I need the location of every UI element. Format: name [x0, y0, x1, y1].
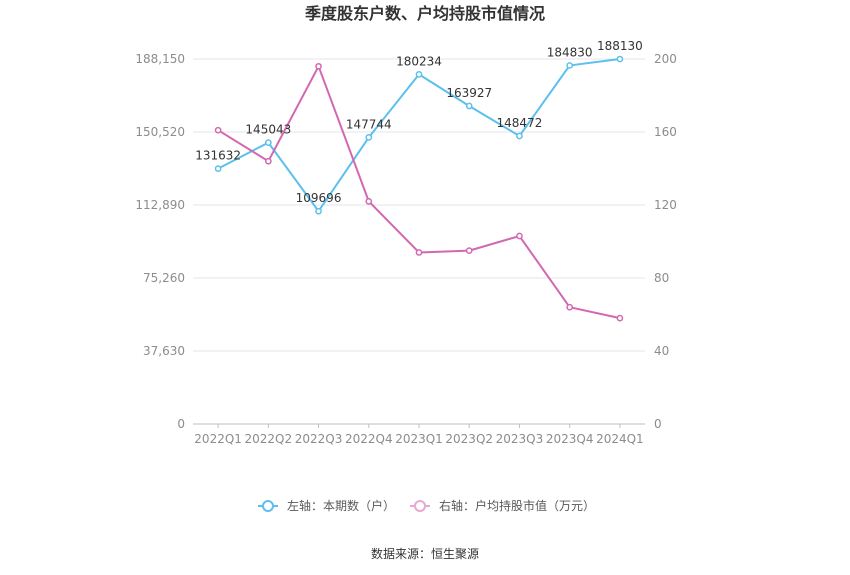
- left-axis-tick-label: 188,150: [135, 52, 185, 66]
- series-2-point: [516, 232, 523, 240]
- x-axis-tick-label: 2023Q4: [546, 432, 594, 446]
- data-label: 148472: [497, 116, 543, 130]
- legend-marker-icon: [262, 500, 274, 512]
- series-1-point: [214, 165, 222, 172]
- series-line-2: [217, 65, 621, 320]
- x-axis-tick-label: 2023Q3: [496, 432, 544, 446]
- chart-title: 季度股东户数、户均持股市值情况: [304, 4, 545, 23]
- series-1-point: [566, 62, 574, 69]
- right-axis-tick-label: 160: [654, 125, 677, 139]
- right-axis-tick-label: 200: [654, 52, 677, 66]
- right-axis-tick-label: 120: [654, 198, 677, 212]
- series-2-point: [465, 247, 473, 254]
- legend-marker-icon: [414, 500, 426, 512]
- data-label: 163927: [446, 86, 492, 100]
- grid-lines: [193, 58, 645, 425]
- data-label: 180234: [396, 54, 442, 68]
- data-label: 147744: [346, 117, 392, 131]
- legend-label: 左轴：本期数（户）: [287, 498, 395, 513]
- series-layer: [214, 55, 624, 322]
- x-axis-tick-label: 2022Q4: [345, 432, 393, 446]
- series-2-point: [214, 126, 222, 134]
- right-axis-ticks: 0 40 80 120 160 200: [654, 52, 677, 431]
- series-1-point: [365, 134, 373, 141]
- right-axis-tick-label: 80: [654, 271, 669, 285]
- x-axis-ticks: 2022Q1 2022Q2 2022Q3 2022Q4 2023Q1 2023Q2 2023…: [194, 424, 644, 446]
- series-1-point: [516, 132, 523, 140]
- x-axis-tick-label: 2024Q1: [596, 432, 644, 446]
- legend-item-2[interactable]: 右轴：户均持股市值（万元）: [410, 498, 595, 513]
- series-1-point: [415, 71, 423, 78]
- left-axis-tick-label: 150,520: [135, 125, 185, 139]
- series-1-point: [315, 207, 322, 215]
- source-note: 数据来源：恒生聚源: [371, 546, 479, 561]
- series-1-point: [264, 139, 272, 146]
- left-axis-tick-label: 37,630: [143, 344, 185, 358]
- x-axis-tick-label: 2022Q2: [245, 432, 293, 446]
- data-label: 188130: [597, 39, 643, 53]
- series-1-point: [465, 102, 473, 110]
- legend-item-1[interactable]: 左轴：本期数（户）: [258, 498, 395, 513]
- data-label: 184830: [547, 45, 593, 59]
- left-axis-tick-label: 0: [177, 417, 185, 431]
- series-2-point: [264, 157, 272, 165]
- x-axis-tick-label: 2022Q1: [194, 432, 242, 446]
- series-1-point: [616, 55, 624, 63]
- data-labels: 131632 145043 109696 147744 180234 163927 1484…: [195, 39, 643, 205]
- legend-label: 右轴：户均持股市值（万元）: [439, 498, 595, 513]
- data-label: 131632: [195, 149, 241, 163]
- right-axis-tick-label: 40: [654, 344, 669, 358]
- x-axis-tick-label: 2023Q2: [445, 432, 493, 446]
- x-axis-tick-label: 2022Q3: [295, 432, 343, 446]
- series-2-point: [616, 314, 624, 322]
- data-label: 145043: [245, 123, 291, 137]
- series-2-point: [566, 303, 574, 311]
- x-axis-tick-label: 2023Q1: [395, 432, 443, 446]
- data-label: 109696: [296, 191, 342, 205]
- left-axis-tick-label: 112,890: [135, 198, 185, 212]
- left-axis-tick-label: 75,260: [143, 271, 185, 285]
- right-axis-tick-label: 0: [654, 417, 662, 431]
- series-2-point: [315, 62, 322, 70]
- legend[interactable]: 左轴：本期数（户） 右轴：户均持股市值（万元）: [258, 498, 595, 513]
- series-2-point: [365, 198, 373, 205]
- series-2-point: [415, 249, 423, 256]
- left-axis-ticks: 0 37,630 75,260 112,890 150,520 188,150: [135, 52, 185, 431]
